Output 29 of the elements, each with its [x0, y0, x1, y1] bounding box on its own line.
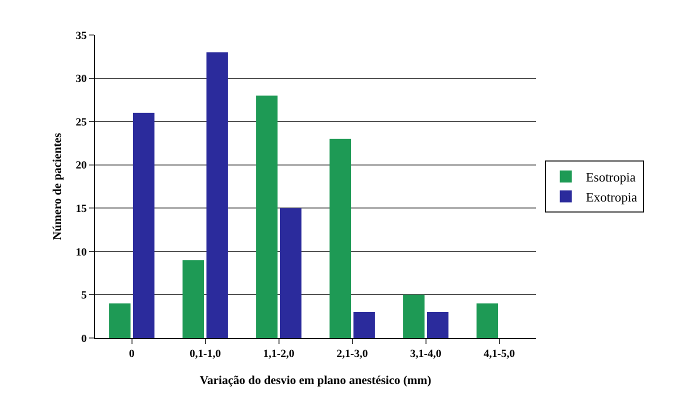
y-tick-label: 0	[81, 332, 88, 345]
bar	[132, 112, 154, 338]
bar	[353, 312, 375, 338]
y-tick-label: 15	[76, 202, 88, 215]
y-tick-label: 25	[76, 116, 88, 128]
x-tick-label: 0,1-1,0	[190, 348, 222, 360]
bar	[476, 303, 498, 338]
y-tick-label: 30	[76, 73, 88, 86]
bar	[426, 312, 448, 338]
bar	[182, 260, 204, 338]
bar	[330, 138, 352, 338]
y-tick-label: 35	[76, 30, 88, 42]
bar	[280, 208, 302, 338]
legend-label: Exotropia	[586, 189, 638, 204]
x-tick-label: 2,1-3,0	[336, 348, 368, 360]
y-tick-label: 5	[81, 290, 88, 302]
bar	[206, 52, 228, 338]
bar	[256, 96, 278, 338]
y-tick-label: 10	[76, 246, 88, 258]
x-tick-label: 3,1-4,0	[410, 348, 442, 360]
bar	[109, 303, 131, 338]
x-tick-label: 4,1-5,0	[484, 348, 516, 360]
y-axis-title: Número de pacientes	[50, 132, 64, 240]
y-tick-label: 20	[76, 160, 88, 172]
x-tick-label: 1,1-2,0	[263, 348, 295, 360]
bar	[403, 294, 425, 338]
x-axis-title: Variação do desvio em plano anestésico (mm)	[200, 373, 432, 387]
x-tick-label: 0	[129, 348, 135, 360]
legend-label: Esotropia	[586, 170, 636, 185]
